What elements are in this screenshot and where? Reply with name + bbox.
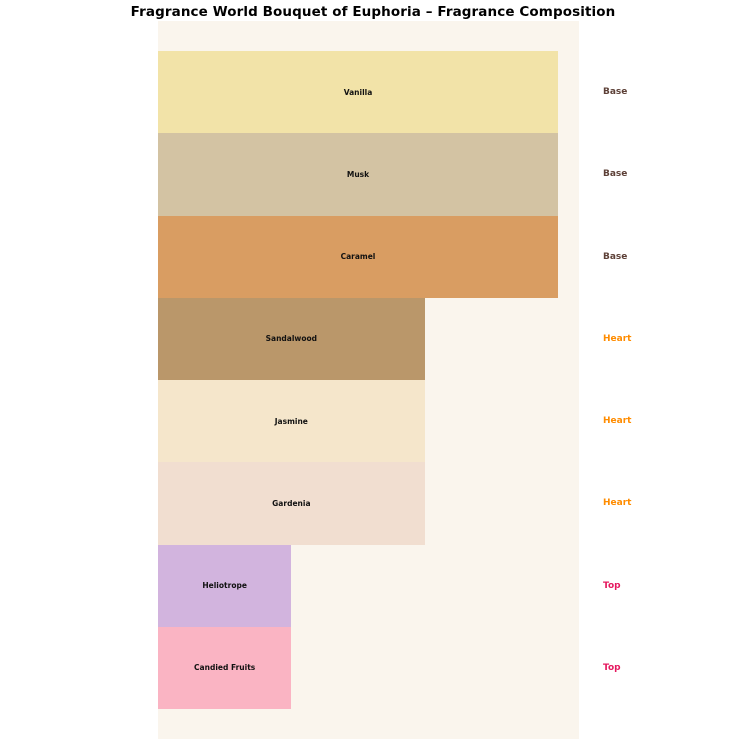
bar-gardenia: Gardenia [158,462,425,545]
bar-heliotrope: Heliotrope [158,544,292,627]
bar-label-sandalwood: Sandalwood [265,334,318,344]
category-label-base-0: Base [603,87,628,98]
bar-caramel: Caramel [158,215,558,298]
bar-vanilla: Vanilla [158,51,558,134]
bar-label-caramel: Caramel [340,252,376,262]
category-label-base-2: Base [603,251,628,262]
category-label-heart-3: Heart [603,333,632,344]
bar-musk: Musk [158,133,558,216]
bar-label-heliotrope: Heliotrope [202,581,247,591]
bar-jasmine: Jasmine [158,380,425,463]
chart-title: Fragrance World Bouquet of Euphoria – Fr… [130,4,616,20]
bar-sandalwood: Sandalwood [158,297,425,380]
category-label-heart-5: Heart [603,498,632,509]
bar-label-candied-fruits: Candied Fruits [194,663,256,673]
category-label-base-1: Base [603,169,628,180]
bar-label-jasmine: Jasmine [274,416,308,426]
plot-area: Vanilla Musk Caramel Sandalwood Jasmine Garde… [158,21,579,739]
bar-label-gardenia: Gardenia [272,498,311,508]
category-label-top-7: Top [603,662,621,673]
category-label-top-6: Top [603,580,621,591]
bar-label-vanilla: Vanilla [343,87,373,97]
category-label-heart-4: Heart [603,416,632,427]
bar-label-musk: Musk [346,169,370,179]
bar-candied-fruits: Candied Fruits [158,626,292,709]
